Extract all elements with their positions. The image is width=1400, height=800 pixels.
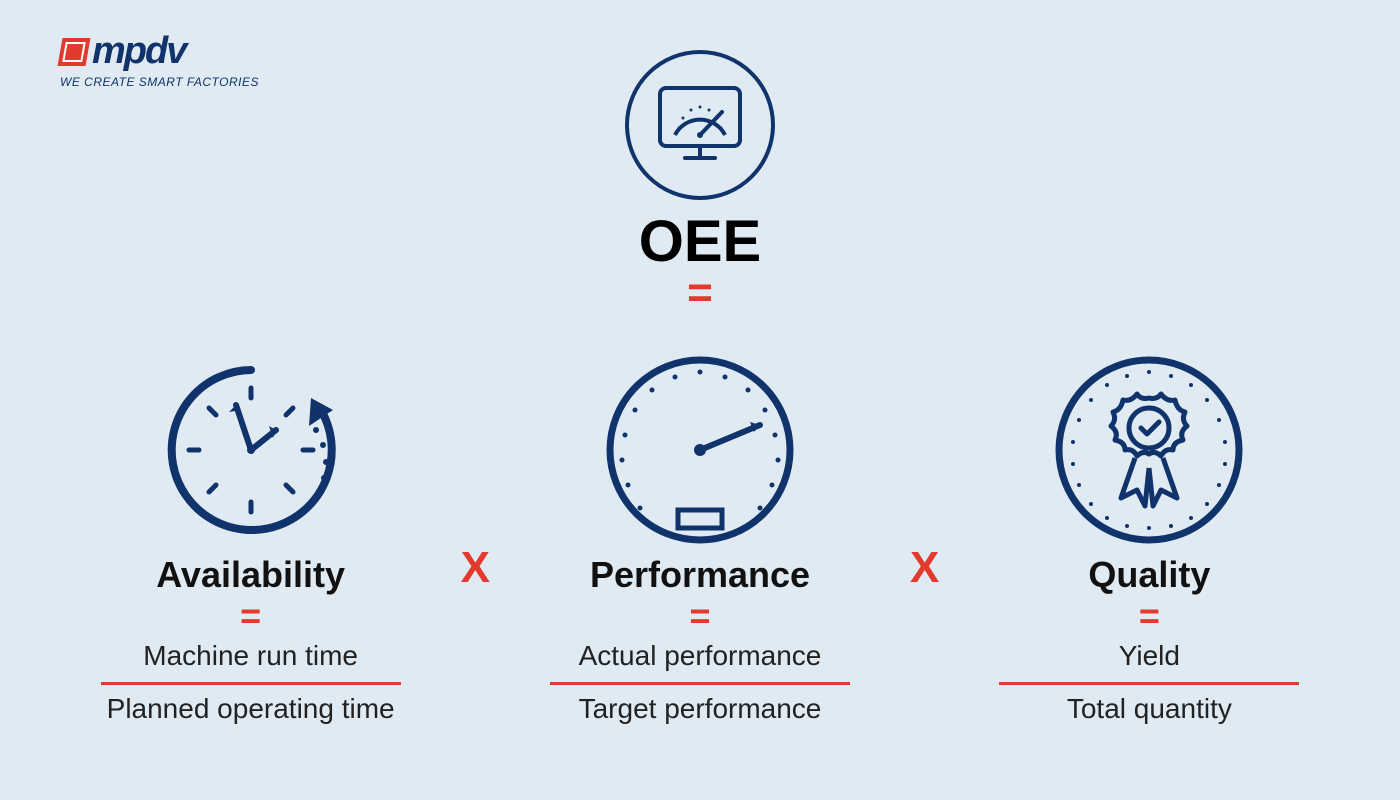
factor-quality-title: Quality (969, 554, 1329, 596)
oee-top-section: OEE = (625, 50, 775, 310)
factor-quality: Quality = Yield Total quantity (969, 350, 1329, 725)
factor-availability-title: Availability (71, 554, 431, 596)
oee-title: OEE (625, 208, 775, 275)
clock-arrow-icon (151, 350, 351, 550)
fraction-line (101, 682, 401, 685)
oee-equals: = (625, 275, 775, 310)
logo-top-row: mpdv (60, 30, 259, 73)
factor-quality-numerator: Yield (969, 640, 1329, 678)
factor-availability-equals: = (71, 598, 431, 634)
multiply-operator: X (461, 543, 490, 593)
fraction-line (999, 682, 1299, 685)
factor-performance-denominator: Target performance (520, 689, 880, 725)
logo-brand-text: mpdv (92, 30, 185, 73)
speedometer-icon (600, 350, 800, 550)
gauge-monitor-icon (625, 50, 775, 200)
factor-performance-numerator: Actual performance (520, 640, 880, 678)
brand-logo: mpdv WE CREATE SMART FACTORIES (60, 30, 259, 89)
factor-availability-numerator: Machine run time (71, 640, 431, 678)
factors-row: Availability = Machine run time Planned … (0, 350, 1400, 725)
factor-availability-denominator: Planned operating time (71, 689, 431, 725)
factor-performance-title: Performance (520, 554, 880, 596)
logo-mark-icon (58, 38, 91, 66)
factor-availability: Availability = Machine run time Planned … (71, 350, 431, 725)
fraction-line (550, 682, 850, 685)
factor-quality-equals: = (969, 598, 1329, 634)
factor-performance: Performance = Actual performance Target … (520, 350, 880, 725)
quality-badge-icon (1049, 350, 1249, 550)
logo-tagline: WE CREATE SMART FACTORIES (60, 75, 259, 89)
factor-quality-denominator: Total quantity (969, 689, 1329, 725)
factor-performance-equals: = (520, 598, 880, 634)
multiply-operator: X (910, 543, 939, 593)
